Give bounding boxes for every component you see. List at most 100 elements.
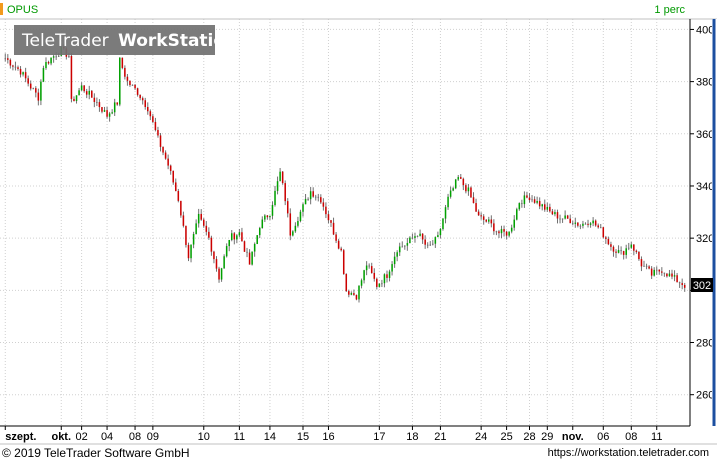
candle-body (589, 223, 592, 225)
candle-body (292, 231, 294, 236)
y-axis: 260 280 320 340 360 380 400 (690, 24, 714, 402)
candle-body (388, 271, 391, 278)
candle-body (83, 85, 85, 92)
candle-body (419, 233, 421, 236)
candle-body (78, 90, 80, 96)
candle-body (447, 196, 449, 208)
candle-body (383, 274, 386, 284)
candle-body (411, 237, 414, 239)
candle-body (75, 95, 78, 102)
candle-body (414, 236, 416, 238)
candle-body (37, 92, 40, 101)
candle-body (187, 244, 190, 259)
candle-body (335, 234, 337, 241)
footer-link[interactable]: https://workstation.teletrader.com (547, 447, 709, 459)
candle-body (554, 212, 556, 215)
candle-body (149, 111, 152, 117)
candle-body (521, 203, 523, 205)
candle-body (584, 223, 587, 225)
copyright-text: © 2019 TeleTrader Software GmbH (2, 446, 190, 460)
candle-body (325, 206, 327, 215)
candle-body (681, 283, 683, 285)
candle-body (119, 57, 121, 105)
watermark: TeleTrader WorkStation (21, 31, 237, 51)
candle-body (50, 57, 52, 64)
candle-body (409, 237, 411, 244)
candle-body (625, 248, 627, 255)
candle-body (32, 88, 35, 90)
candle-body (223, 256, 225, 269)
candle-body (322, 202, 325, 207)
candle-body (256, 235, 258, 244)
candle-body (29, 83, 32, 89)
x-tick-label: nov. (562, 431, 584, 443)
candle-body (549, 206, 551, 212)
candle-body (113, 102, 116, 113)
candle-body (592, 220, 594, 224)
candle-body (52, 56, 55, 58)
candle-body (147, 106, 149, 112)
last-price-badge (691, 278, 713, 292)
candle-body (510, 227, 513, 232)
candle-body (101, 107, 103, 112)
candle-body (172, 170, 174, 183)
candle-body (93, 97, 96, 102)
candle-body (655, 269, 658, 271)
candle-body (96, 101, 98, 103)
candle-body (103, 110, 106, 112)
candle-body (594, 220, 597, 226)
candle-body (45, 62, 47, 69)
candle-body (457, 177, 460, 180)
candle-body (279, 171, 281, 182)
candle-body (633, 244, 635, 251)
candle-body (658, 269, 661, 272)
candle-body (605, 237, 607, 239)
candle-body (213, 251, 215, 260)
x-tick-label: 02 (75, 431, 87, 443)
candle-body (345, 274, 348, 292)
x-tick-label: 18 (406, 431, 418, 443)
candle-body (220, 268, 223, 280)
x-axis: szept. okt. 02 04 08 09 10 11 14 15 16 17 18 21 24 25 28… (4, 426, 662, 443)
x-tick-label: 21 (434, 431, 446, 443)
candle-body (566, 215, 569, 219)
candle-body (358, 285, 360, 300)
candle-body (180, 200, 182, 216)
candle-body (401, 246, 404, 248)
symbol-marker (0, 3, 3, 15)
x-tick-label: 25 (500, 431, 512, 443)
candle-body (80, 85, 83, 91)
candle-body (434, 237, 437, 244)
candle-body (154, 121, 157, 131)
candle-body (439, 229, 442, 236)
candle-body (429, 244, 432, 246)
candle-body (360, 280, 363, 286)
candle-body (73, 98, 75, 102)
candle-body (503, 229, 505, 232)
watermark-brand: TeleTrader (21, 31, 109, 51)
candle-body (561, 218, 564, 220)
candle-body (14, 66, 17, 68)
candle-body (141, 98, 144, 101)
plot-area (0, 19, 690, 426)
candle-body (116, 102, 119, 105)
candle-body (4, 58, 7, 60)
interval-label: 1 perc (654, 4, 685, 16)
candle-body (612, 246, 615, 252)
x-tick-label: 16 (322, 431, 334, 443)
candle-body (27, 78, 29, 84)
candle-body (404, 245, 406, 247)
x-tick-label: 10 (198, 431, 210, 443)
candle-body (444, 207, 447, 219)
candle-body (42, 68, 45, 82)
candle-body (17, 67, 19, 69)
candle-body (269, 215, 271, 218)
candle-body (452, 188, 454, 191)
candle-body (121, 57, 124, 68)
candle-body (610, 244, 612, 247)
candle-body (597, 225, 599, 228)
candle-body (668, 273, 671, 277)
candle-body (368, 265, 370, 267)
candle-body (508, 231, 510, 236)
